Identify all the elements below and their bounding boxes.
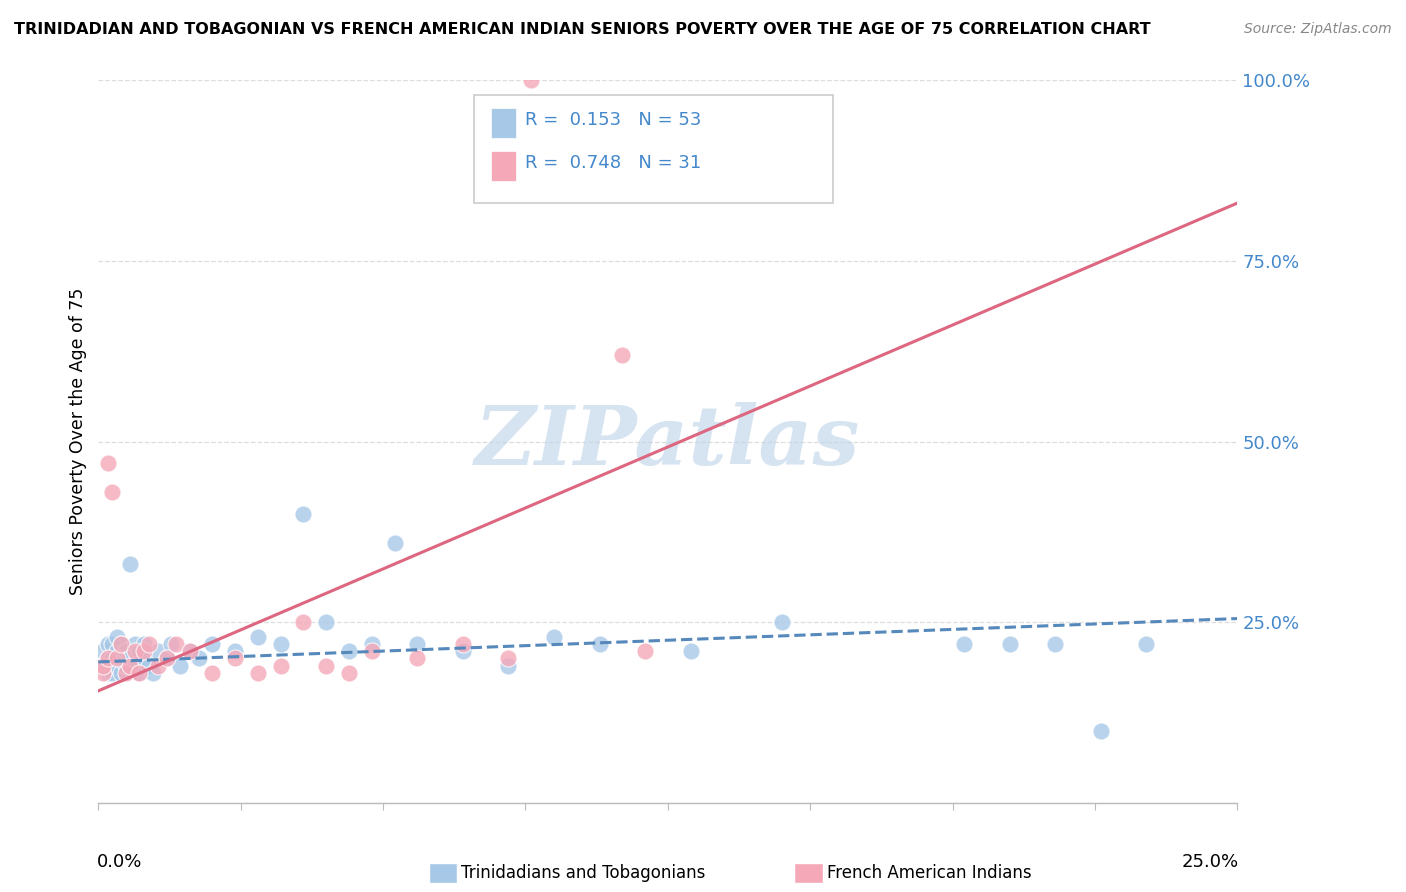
- Point: [360, 637, 382, 651]
- Text: 25.0%: 25.0%: [1181, 854, 1239, 871]
- Point: [101, 637, 124, 651]
- Point: [679, 644, 702, 658]
- Point: [114, 665, 136, 680]
- Point: [406, 637, 429, 651]
- Point: [96, 456, 118, 470]
- Point: [1090, 723, 1112, 738]
- Point: [138, 637, 160, 651]
- FancyBboxPatch shape: [491, 151, 516, 181]
- Point: [315, 615, 337, 630]
- Point: [588, 637, 610, 651]
- Point: [91, 644, 114, 658]
- Point: [498, 658, 520, 673]
- Point: [451, 644, 474, 658]
- FancyBboxPatch shape: [491, 108, 516, 138]
- Point: [1043, 637, 1066, 651]
- Point: [132, 637, 155, 651]
- Y-axis label: Seniors Poverty Over the Age of 75: Seniors Poverty Over the Age of 75: [69, 288, 87, 595]
- Point: [360, 644, 382, 658]
- Point: [224, 644, 246, 658]
- Point: [101, 651, 124, 665]
- Text: R =  0.748   N = 31: R = 0.748 N = 31: [526, 154, 702, 172]
- Point: [270, 658, 292, 673]
- Point: [953, 637, 976, 651]
- Point: [138, 658, 160, 673]
- Point: [96, 651, 118, 665]
- Text: R =  0.153   N = 53: R = 0.153 N = 53: [526, 111, 702, 129]
- Point: [101, 665, 124, 680]
- Text: Source: ZipAtlas.com: Source: ZipAtlas.com: [1244, 22, 1392, 37]
- Point: [110, 637, 132, 651]
- Point: [132, 651, 155, 665]
- Point: [124, 658, 146, 673]
- Point: [1135, 637, 1157, 651]
- Point: [770, 615, 793, 630]
- Text: French American Indians: French American Indians: [827, 864, 1032, 882]
- Point: [165, 637, 187, 651]
- Point: [91, 665, 114, 680]
- Text: ZIPatlas: ZIPatlas: [475, 401, 860, 482]
- Point: [128, 644, 150, 658]
- Point: [246, 630, 269, 644]
- Point: [406, 651, 429, 665]
- Point: [114, 658, 136, 673]
- Text: TRINIDADIAN AND TOBAGONIAN VS FRENCH AMERICAN INDIAN SENIORS POVERTY OVER THE AG: TRINIDADIAN AND TOBAGONIAN VS FRENCH AME…: [14, 22, 1150, 37]
- Point: [124, 637, 146, 651]
- Point: [114, 644, 136, 658]
- Point: [105, 651, 128, 665]
- Point: [451, 637, 474, 651]
- Point: [146, 658, 169, 673]
- Point: [105, 630, 128, 644]
- Point: [96, 665, 118, 680]
- Text: Trinidadians and Tobagonians: Trinidadians and Tobagonians: [461, 864, 706, 882]
- Point: [612, 348, 634, 362]
- Point: [179, 644, 201, 658]
- Point: [270, 637, 292, 651]
- Point: [124, 644, 146, 658]
- Point: [292, 615, 315, 630]
- Point: [146, 644, 169, 658]
- Point: [201, 665, 224, 680]
- Point: [179, 644, 201, 658]
- Point: [498, 651, 520, 665]
- Point: [337, 644, 360, 658]
- Point: [120, 558, 142, 572]
- Point: [998, 637, 1021, 651]
- Point: [105, 644, 128, 658]
- Point: [96, 637, 118, 651]
- Point: [169, 658, 191, 673]
- Text: 0.0%: 0.0%: [97, 854, 142, 871]
- Point: [101, 485, 124, 500]
- Point: [110, 651, 132, 665]
- Point: [96, 651, 118, 665]
- Point: [543, 630, 565, 644]
- Point: [156, 651, 179, 665]
- Point: [520, 73, 543, 87]
- Point: [187, 651, 209, 665]
- Point: [120, 658, 142, 673]
- Point: [384, 535, 406, 549]
- Point: [156, 651, 179, 665]
- Point: [132, 644, 155, 658]
- FancyBboxPatch shape: [474, 95, 832, 203]
- Point: [160, 637, 183, 651]
- Point: [110, 665, 132, 680]
- Point: [224, 651, 246, 665]
- Point: [142, 665, 165, 680]
- Point: [292, 507, 315, 521]
- Point: [128, 665, 150, 680]
- Point: [120, 651, 142, 665]
- Point: [634, 644, 657, 658]
- Point: [201, 637, 224, 651]
- Point: [91, 658, 114, 673]
- Point: [110, 637, 132, 651]
- Point: [105, 658, 128, 673]
- Point: [128, 665, 150, 680]
- Point: [337, 665, 360, 680]
- Point: [91, 658, 114, 673]
- Point: [315, 658, 337, 673]
- Point: [246, 665, 269, 680]
